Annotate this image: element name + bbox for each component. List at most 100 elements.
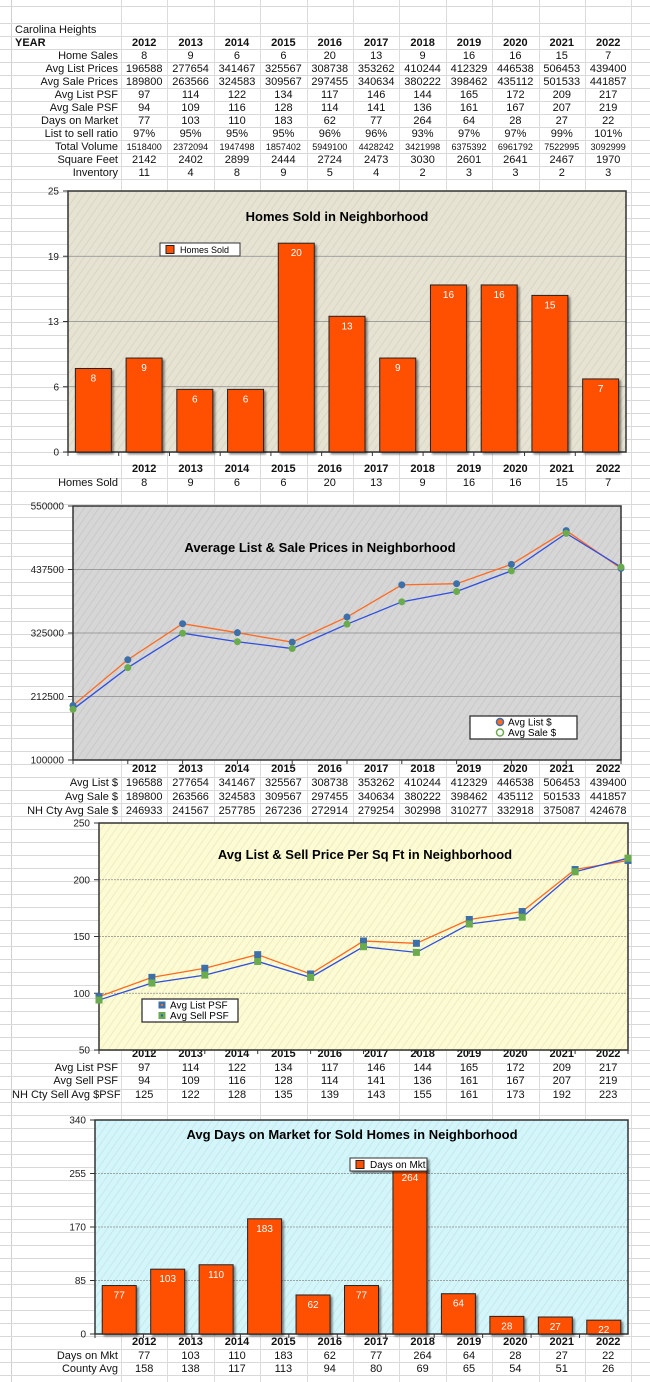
table-cell: 4: [373, 167, 380, 179]
data-point: [288, 638, 296, 646]
row-label: Avg List $: [69, 777, 118, 789]
table-cell: 380222: [404, 791, 441, 803]
table-cell: 80: [370, 1363, 383, 1375]
table-cell: 7: [605, 477, 612, 489]
table-cell: 2899: [224, 154, 250, 166]
table-cell: 3030: [410, 154, 435, 166]
table-cell: 207: [552, 1075, 571, 1088]
table-cell: 64: [462, 1349, 476, 1362]
table-cell: 109: [181, 1075, 200, 1088]
data-point: [412, 948, 420, 956]
table-cell: 267236: [265, 805, 302, 817]
table-cell: 16: [509, 50, 522, 62]
data-point: [360, 937, 367, 945]
table-cell: 272914: [311, 805, 349, 817]
table-cell: 325567: [265, 63, 302, 75]
bar: [328, 315, 366, 453]
table-cell: 122: [181, 1089, 200, 1102]
row-label: Avg Sale Prices: [40, 76, 118, 88]
table-cell: 325567: [265, 777, 302, 789]
data-point: [453, 580, 461, 588]
table-cell: 217: [599, 1061, 618, 1074]
table-cell: 217: [599, 89, 618, 101]
table-cell: 424678: [589, 805, 627, 817]
table-cell: 16: [462, 477, 476, 489]
table-cell: 1947498: [219, 142, 255, 152]
y-tick-label: 255: [69, 1169, 86, 1180]
table-cell: 2142: [131, 154, 157, 166]
year-header-cell: 2013: [178, 463, 203, 475]
data-point: [124, 664, 132, 672]
table-cell: 3: [605, 167, 612, 179]
table-cell: 128: [274, 1075, 293, 1088]
legend-swatch: [355, 1160, 365, 1169]
table-cell: 2444: [271, 154, 296, 166]
table-cell: 435112: [497, 791, 534, 803]
table-cell: 501533: [543, 76, 581, 88]
bar-data-label: 64: [453, 1299, 465, 1310]
bar-data-label: 62: [307, 1300, 319, 1311]
table-cell: 167: [506, 1075, 525, 1088]
table-cell: 109: [181, 102, 200, 114]
bar: [74, 367, 112, 453]
table-cell: 141: [367, 102, 386, 114]
legend-marker-line: [161, 1004, 163, 1006]
table-cell: 117: [321, 89, 339, 101]
table-cell: 114: [181, 1061, 200, 1074]
table-cell: 122: [227, 1061, 247, 1074]
table-cell: 20: [323, 477, 336, 489]
table-cell: 2641: [503, 154, 528, 166]
table-cell: 4428242: [358, 142, 394, 152]
year-header-cell: 2014: [224, 1336, 250, 1348]
y-tick-label: 340: [69, 1116, 86, 1127]
bar-data-label: 264: [402, 1173, 419, 1184]
table-cell: 189800: [125, 76, 163, 88]
chart-title: Average List & Sale Prices in Neighborho…: [184, 540, 455, 555]
row-label: Avg Sale $: [64, 791, 118, 803]
table-cell: 310277: [450, 805, 488, 817]
table-cell: 114: [321, 102, 339, 114]
bar-data-label: 103: [159, 1274, 176, 1285]
row-label: Avg List PSF: [54, 89, 118, 101]
data-point: [343, 613, 351, 621]
legend-label: Avg List PSF: [170, 1001, 228, 1012]
year-header-cell: 2016: [317, 37, 343, 49]
table-cell: 95%: [272, 128, 295, 140]
bar: [176, 388, 214, 453]
table-cell: 16: [509, 477, 522, 489]
row-label: Total Volume: [55, 141, 118, 153]
year-header-cell: 2020: [503, 463, 528, 475]
table-cell: 2467: [549, 154, 575, 166]
year-header-cell: 2015: [271, 37, 296, 49]
chart-3: 50 100 150 200 250 Avg List & Sell Price Per …: [73, 819, 632, 1057]
y-tick-label: 85: [75, 1276, 87, 1287]
year-header-cell: 2015: [271, 1048, 296, 1060]
table-cell: 196588: [125, 777, 163, 789]
table-cell: 183: [274, 1349, 293, 1362]
table-cell: 134: [274, 89, 293, 101]
table-cell: 277654: [172, 777, 209, 789]
bar: [429, 284, 467, 453]
table-cell: 158: [135, 1363, 154, 1375]
table-cell: 146: [367, 89, 386, 101]
year-header-cell: 2020: [503, 37, 528, 49]
data-point: [124, 656, 132, 664]
year-header-cell: 2021: [549, 1336, 575, 1348]
bar: [277, 242, 315, 453]
table-cell: 264: [413, 1349, 432, 1362]
bar: [379, 357, 417, 453]
row-label: Home Sales: [58, 50, 118, 62]
row-label: Avg Sale PSF: [49, 102, 118, 114]
year-header-cell: 2021: [549, 463, 575, 475]
table-cell: 332918: [497, 805, 534, 817]
table-cell: 308738: [311, 777, 349, 789]
table-cell: 101%: [594, 128, 623, 140]
table-cell: 398462: [450, 76, 488, 88]
y-tick-label: 100000: [31, 756, 65, 767]
year-header-cell: 2012: [131, 1336, 157, 1348]
bar-data-label: 22: [598, 1325, 610, 1336]
table-cell: 94: [323, 1363, 336, 1375]
table-cell: 2: [558, 167, 565, 179]
table-cell: 6: [280, 50, 287, 62]
bar: [150, 1268, 186, 1335]
